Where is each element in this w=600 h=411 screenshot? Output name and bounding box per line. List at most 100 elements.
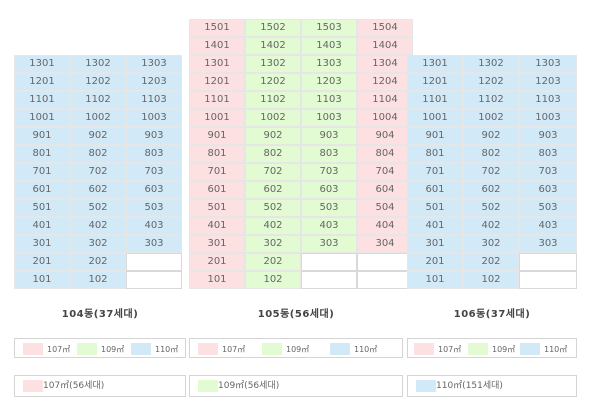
unit-cell: 501 — [14, 199, 70, 217]
unit-cell: 801 — [407, 145, 463, 163]
legend-item: 110㎡ — [520, 343, 567, 355]
building-grid: 1301 1302 1303 1201 1202 1203 1101 1102 1103 1001… — [14, 55, 182, 289]
floor-row: 1201 1202 1203 1204 — [189, 73, 413, 91]
legend-item: 107㎡ — [23, 343, 70, 355]
unit-cell: 302 — [463, 235, 519, 253]
unit-cell: 801 — [14, 145, 70, 163]
legend-label: 107㎡ — [222, 344, 246, 354]
unit-cell: 1302 — [70, 55, 126, 73]
unit-cell: 1504 — [357, 19, 413, 37]
unit-cell: 301 — [14, 235, 70, 253]
color-swatch — [77, 343, 97, 355]
color-swatch — [23, 380, 43, 392]
unit-cell: 402 — [70, 217, 126, 235]
summary-label: 107㎡(56세대) — [43, 381, 105, 391]
unit-cell: 602 — [70, 181, 126, 199]
legend-label: 107㎡ — [47, 344, 71, 354]
unit-cell: 503 — [301, 199, 357, 217]
unit-cell: 201 — [407, 253, 463, 271]
floor-row: 901 902 903 — [407, 127, 577, 145]
unit-cell: 1303 — [519, 55, 577, 73]
unit-cell: 1302 — [245, 55, 301, 73]
legend-item: 109㎡ — [468, 343, 515, 355]
unit-cell: 1004 — [357, 109, 413, 127]
unit-cell: 101 — [14, 271, 70, 289]
unit-cell: 402 — [245, 217, 301, 235]
unit-cell: 601 — [407, 181, 463, 199]
floor-row: 1101 1102 1103 — [14, 91, 182, 109]
unit-cell: 603 — [519, 181, 577, 199]
color-swatch — [416, 380, 436, 392]
unit-cell: 503 — [519, 199, 577, 217]
floor-row: 401 402 403 — [14, 217, 182, 235]
floor-row: 101 102 — [14, 271, 182, 289]
color-swatch — [131, 343, 151, 355]
unit-cell: 1201 — [189, 73, 245, 91]
legend-label: 107㎡ — [438, 344, 462, 354]
floor-row: 701 702 703 704 — [189, 163, 413, 181]
unit-cell: 703 — [301, 163, 357, 181]
color-swatch — [198, 343, 218, 355]
floor-row: 1401 1402 1403 1404 — [189, 37, 413, 55]
unit-cell: 401 — [189, 217, 245, 235]
unit-cell: 1102 — [245, 91, 301, 109]
unit-cell: 901 — [189, 127, 245, 145]
unit-cell: 1003 — [301, 109, 357, 127]
unit-count-summary: 110㎡(151세대) — [407, 375, 577, 397]
unit-cell: 1303 — [126, 55, 182, 73]
floor-row: 101 102 — [189, 271, 413, 289]
unit-cell: 302 — [245, 235, 301, 253]
unit-cell: 1501 — [189, 19, 245, 37]
unit-cell: 402 — [463, 217, 519, 235]
unit-cell: 701 — [407, 163, 463, 181]
unit-cell: 1301 — [189, 55, 245, 73]
unit-cell: 1001 — [407, 109, 463, 127]
unit-cell: 1002 — [463, 109, 519, 127]
color-swatch — [330, 343, 350, 355]
unit-cell: 701 — [189, 163, 245, 181]
unit-cell: 701 — [14, 163, 70, 181]
unit-cell: 501 — [189, 199, 245, 217]
legend-item: 110㎡ — [330, 343, 377, 355]
floor-row: 1101 1102 1103 1104 — [189, 91, 413, 109]
unit-cell: 502 — [245, 199, 301, 217]
unit-cell: 403 — [301, 217, 357, 235]
floor-row: 1301 1302 1303 1304 — [189, 55, 413, 73]
unit-cell: 901 — [407, 127, 463, 145]
unit-cell: 802 — [245, 145, 301, 163]
legend-label: 109㎡ — [286, 344, 310, 354]
empty-unit-cell — [519, 253, 577, 271]
unit-cell: 1101 — [189, 91, 245, 109]
unit-cell: 1404 — [357, 37, 413, 55]
unit-cell: 102 — [70, 271, 126, 289]
area-legend: 107㎡ 109㎡ 110㎡ — [407, 338, 577, 358]
floor-row: 401 402 403 — [407, 217, 577, 235]
unit-cell: 1503 — [301, 19, 357, 37]
unit-cell: 101 — [407, 271, 463, 289]
unit-cell: 903 — [519, 127, 577, 145]
unit-cell: 1203 — [301, 73, 357, 91]
unit-cell: 201 — [189, 253, 245, 271]
floor-row: 301 302 303 304 — [189, 235, 413, 253]
floor-row: 701 702 703 — [14, 163, 182, 181]
unit-cell: 901 — [14, 127, 70, 145]
floor-row: 501 502 503 — [407, 199, 577, 217]
floor-row: 301 302 303 — [407, 235, 577, 253]
floor-row: 901 902 903 — [14, 127, 182, 145]
floor-row: 601 602 603 — [407, 181, 577, 199]
floor-row: 301 302 303 — [14, 235, 182, 253]
unit-cell: 202 — [70, 253, 126, 271]
building-grid: 1501 1502 1503 1504 1401 1402 1403 1404 1301 1302… — [189, 19, 413, 289]
empty-unit-cell — [126, 253, 182, 271]
unit-cell: 401 — [14, 217, 70, 235]
color-swatch — [262, 343, 282, 355]
area-legend: 107㎡ 109㎡ 110㎡ — [14, 338, 186, 358]
unit-cell: 702 — [245, 163, 301, 181]
unit-cell: 602 — [463, 181, 519, 199]
unit-cell: 301 — [407, 235, 463, 253]
unit-cell: 702 — [463, 163, 519, 181]
unit-cell: 1104 — [357, 91, 413, 109]
unit-cell: 1304 — [357, 55, 413, 73]
unit-cell: 803 — [126, 145, 182, 163]
unit-cell: 801 — [189, 145, 245, 163]
